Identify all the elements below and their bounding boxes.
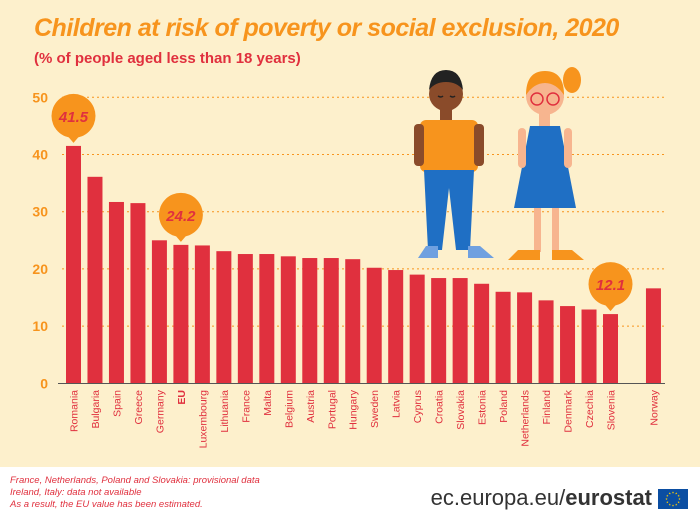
footnote: Ireland, Italy: data not available bbox=[10, 487, 142, 498]
chart-subtitle: (% of people aged less than 18 years) bbox=[34, 50, 301, 67]
flag-star bbox=[671, 504, 675, 507]
x-tick-label: Romania bbox=[69, 390, 81, 432]
data-label-callout: 12.1 bbox=[588, 262, 633, 312]
x-tick-label: Spain bbox=[111, 390, 123, 417]
footnotes: France, Netherlands, Poland and Slovakia… bbox=[10, 475, 260, 511]
bar-slovakia bbox=[452, 278, 468, 384]
x-tick-label: Portugal bbox=[326, 390, 338, 429]
x-tick-label: Malta bbox=[262, 390, 274, 416]
data-label: 41.5 bbox=[58, 109, 89, 126]
flag-star bbox=[666, 494, 669, 497]
data-label: 24.2 bbox=[165, 208, 196, 225]
bar-lithuania bbox=[216, 251, 232, 384]
bar-estonia bbox=[474, 283, 490, 384]
x-tick-label: Netherlands bbox=[520, 390, 532, 447]
bar-norway bbox=[645, 288, 661, 384]
y-tick-label: 20 bbox=[32, 261, 48, 277]
x-tick-label: Slovakia bbox=[455, 390, 467, 430]
bar-czechia bbox=[581, 309, 597, 384]
x-tick-label: Germany bbox=[154, 389, 166, 433]
eu-flag-icon bbox=[658, 489, 688, 509]
x-tick-label: Denmark bbox=[563, 389, 575, 432]
bar-denmark bbox=[560, 306, 576, 384]
x-tick-label: Lithuania bbox=[219, 390, 231, 433]
x-tick-label: Slovenia bbox=[606, 390, 618, 430]
flag-star bbox=[668, 503, 671, 506]
x-tick-label: Czechia bbox=[584, 390, 596, 428]
flag-star bbox=[666, 501, 669, 504]
footnote: As a result, the EU value has been estim… bbox=[10, 499, 203, 510]
x-tick-label: Greece bbox=[133, 390, 145, 425]
children-illustration bbox=[414, 67, 584, 260]
x-tick-label: Estonia bbox=[477, 390, 489, 425]
bar-croatia bbox=[431, 278, 447, 384]
flag-star bbox=[677, 494, 680, 497]
girl-illustration bbox=[508, 67, 584, 260]
data-label-callout: 41.5 bbox=[51, 93, 96, 143]
x-tick-label: Luxembourg bbox=[197, 390, 209, 449]
bar-bulgaria bbox=[87, 176, 103, 384]
bar-hungary bbox=[345, 259, 361, 384]
bar-finland bbox=[538, 300, 554, 384]
bar-spain bbox=[108, 201, 124, 384]
bar-eu bbox=[173, 244, 189, 384]
bar-luxembourg bbox=[194, 245, 210, 384]
chart-title: Children at risk of poverty or social ex… bbox=[34, 14, 619, 42]
data-label-callout: 24.2 bbox=[158, 192, 203, 242]
footnote: France, Netherlands, Poland and Slovakia… bbox=[10, 475, 260, 486]
bar-greece bbox=[130, 203, 146, 384]
boy-illustration bbox=[414, 70, 494, 258]
bar-portugal bbox=[323, 258, 339, 384]
eurostat-link[interactable]: ec.europa.eu/eurostat bbox=[431, 485, 652, 511]
x-tick-label: France bbox=[240, 390, 252, 423]
site-brand: eurostat bbox=[565, 485, 652, 510]
x-tick-label: Latvia bbox=[391, 390, 403, 418]
flag-star bbox=[677, 501, 680, 504]
bar-germany bbox=[151, 240, 167, 384]
x-tick-label: Croatia bbox=[434, 390, 446, 424]
y-tick-label: 40 bbox=[32, 147, 48, 163]
flag-star bbox=[675, 503, 678, 506]
bar-poland bbox=[495, 291, 511, 384]
bar-belgium bbox=[280, 256, 296, 384]
x-tick-label: Poland bbox=[498, 390, 510, 423]
x-tick-label: Sweden bbox=[369, 390, 381, 428]
x-tick-label: Austria bbox=[305, 390, 317, 423]
bar-sweden bbox=[366, 267, 382, 384]
x-tick-label: Belgium bbox=[283, 390, 295, 428]
bar-slovenia bbox=[603, 314, 618, 384]
y-tick-label: 0 bbox=[40, 375, 48, 391]
bar-cyprus bbox=[409, 274, 425, 384]
bar-latvia bbox=[388, 270, 404, 384]
bar-france bbox=[237, 254, 253, 384]
x-tick-label: Norway bbox=[648, 389, 660, 425]
x-tick-label: Hungary bbox=[348, 389, 360, 429]
x-tick-label: Bulgaria bbox=[90, 390, 102, 429]
bar-austria bbox=[302, 258, 318, 384]
y-tick-label: 30 bbox=[32, 204, 48, 220]
x-tick-label: Cyprus bbox=[412, 390, 424, 423]
bar-netherlands bbox=[517, 292, 533, 384]
flag-star bbox=[678, 497, 681, 500]
y-tick-label: 10 bbox=[32, 318, 48, 334]
y-tick-label: 50 bbox=[32, 89, 48, 105]
x-tick-label: Finland bbox=[541, 390, 553, 425]
site-prefix: ec.europa.eu/ bbox=[430, 485, 566, 510]
flag-star bbox=[668, 492, 671, 495]
flag-star bbox=[675, 492, 678, 495]
bar-malta bbox=[259, 254, 275, 384]
x-tick-label: EU bbox=[176, 390, 188, 405]
flag-star bbox=[671, 491, 675, 494]
footer: France, Netherlands, Poland and Slovakia… bbox=[0, 467, 700, 520]
bar-romania bbox=[66, 145, 81, 384]
flag-star bbox=[665, 497, 668, 500]
data-label: 12.1 bbox=[596, 277, 625, 294]
